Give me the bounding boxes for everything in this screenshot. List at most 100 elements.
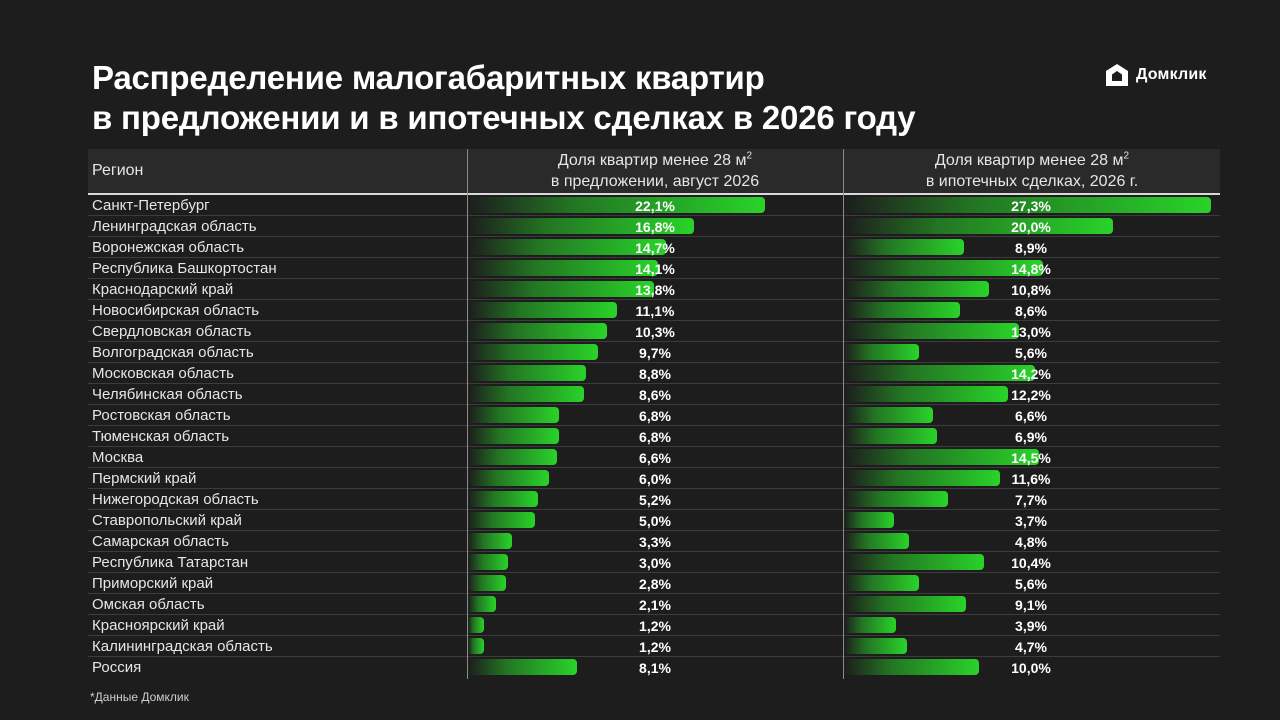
mortgage-value-label: 4,7% [1015,638,1047,655]
region-label: Воронежская область [92,239,245,256]
table-row: Челябинская область 8,6% 12,2% [88,384,1220,405]
column-header-region: Регион [92,162,144,179]
title-line-1: Распределение малогабаритных квартир [92,59,765,96]
table-row: Нижегородская область 5,2% 7,7% [88,489,1220,510]
mortgage-value-label: 14,8% [1011,260,1051,277]
offer-bar [468,617,485,633]
offer-bar [468,281,654,297]
column-header-mortgage-line2: в ипотечных сделках, 2026 г. [925,173,1139,190]
offer-value-label: 10,3% [635,323,675,340]
mortgage-value-label: 12,2% [1011,386,1051,403]
offer-bar [468,260,658,276]
offer-bar [468,407,560,423]
mortgage-bar [844,218,1114,234]
column-header-offer-line2: в предложении, август 2026 [550,173,760,190]
mortgage-value-label: 7,7% [1015,491,1047,508]
table-row: Республика Татарстан 3,0% 10,4% [88,552,1220,573]
data-table: Регион Доля квартир менее 28 м2 в предло… [88,149,1220,679]
region-label: Челябинская область [92,386,243,403]
offer-bar [468,365,587,381]
title-line-2: в предложении и в ипотечных сделках в 20… [92,99,916,136]
mortgage-bar [844,344,920,360]
offer-value-label: 2,8% [639,575,671,592]
region-label: Красноярский край [92,617,225,634]
mortgage-bar [844,449,1040,465]
column-header-offer: Доля квартир менее 28 м2 в предложении, … [468,149,842,193]
offer-bar [468,512,536,528]
offer-value-label: 5,0% [639,512,671,529]
column-header-offer-line1: Доля квартир менее 28 м [557,152,747,169]
column-header-mortgage-sup: 2 [1123,150,1130,162]
offer-bar [468,323,607,339]
page-title: Распределение малогабаритных квартир в п… [92,58,916,138]
table-row: Пермский край 6,0% 11,6% [88,468,1220,489]
offer-value-label: 5,2% [639,491,671,508]
offer-bar [468,638,485,654]
column-header-mortgage-line1: Доля квартир менее 28 м [934,152,1124,169]
offer-bar [468,470,549,486]
offer-bar [468,554,509,570]
offer-value-label: 8,1% [639,659,671,676]
table-row: Ставропольский край 5,0% 3,7% [88,510,1220,531]
table-row: Москва 6,6% 14,5% [88,447,1220,468]
region-label: Новосибирская область [92,302,260,319]
table-row: Самарская область 3,3% 4,8% [88,531,1220,552]
mortgage-value-label: 4,8% [1015,533,1047,550]
table-row: Свердловская область 10,3% 13,0% [88,321,1220,342]
mortgage-value-label: 8,6% [1015,302,1047,319]
offer-bar [468,575,506,591]
mortgage-bar [844,407,933,423]
column-divider-1 [467,149,468,679]
table-row: Краснодарский край 13,8% 10,8% [88,279,1220,300]
mortgage-value-label: 11,6% [1011,470,1051,487]
mortgage-value-label: 8,9% [1015,239,1047,256]
offer-bar [468,344,599,360]
mortgage-value-label: 10,8% [1011,281,1051,298]
offer-value-label: 1,2% [639,617,671,634]
offer-bar [468,218,694,234]
mortgage-value-label: 13,0% [1011,323,1051,340]
mortgage-value-label: 6,6% [1015,407,1047,424]
table-row: Новосибирская область 11,1% 8,6% [88,300,1220,321]
mortgage-bar [844,239,964,255]
offer-value-label: 6,6% [639,449,671,466]
mortgage-bar [844,659,979,675]
table-row: Республика Башкортостан 14,1% 14,8% [88,258,1220,279]
offer-bar [468,302,618,318]
mortgage-bar [844,638,908,654]
table-row: Омская область 2,1% 9,1% [88,594,1220,615]
mortgage-bar [844,554,984,570]
mortgage-bar [844,260,1044,276]
mortgage-value-label: 9,1% [1015,596,1047,613]
offer-value-label: 14,7% [635,239,675,256]
region-label: Московская область [92,365,234,382]
mortgage-value-label: 10,0% [1011,659,1051,676]
mortgage-bar [844,596,967,612]
region-label: Ростовская область [92,407,231,424]
table-row: Калининградская область 1,2% 4,7% [88,636,1220,657]
mortgage-value-label: 20,0% [1011,218,1051,235]
mortgage-value-label: 14,5% [1011,449,1051,466]
mortgage-value-label: 14,2% [1011,365,1051,382]
region-label: Россия [92,659,142,676]
region-label: Самарская область [92,533,229,550]
footnote: *Данные Домклик [90,690,189,704]
table-row: Ростовская область 6,8% 6,6% [88,405,1220,426]
offer-value-label: 3,3% [639,533,671,550]
region-label: Краснодарский край [92,281,234,298]
region-label: Республика Башкортостан [92,260,277,277]
mortgage-bar [844,281,990,297]
table-header: Регион Доля квартир менее 28 м2 в предло… [88,149,1220,195]
mortgage-value-label: 5,6% [1015,575,1047,592]
offer-value-label: 14,1% [635,260,675,277]
mortgage-bar [844,428,937,444]
brand-logo: Домклик [1104,62,1207,88]
mortgage-bar [844,386,1009,402]
offer-value-label: 16,8% [635,218,675,235]
table-row: Ленинградская область 16,8% 20,0% [88,216,1220,237]
region-label: Волгоградская область [92,344,254,361]
mortgage-value-label: 27,3% [1011,197,1051,214]
offer-value-label: 22,1% [635,197,675,214]
mortgage-bar [844,533,909,549]
domclick-logo-icon [1106,64,1128,86]
